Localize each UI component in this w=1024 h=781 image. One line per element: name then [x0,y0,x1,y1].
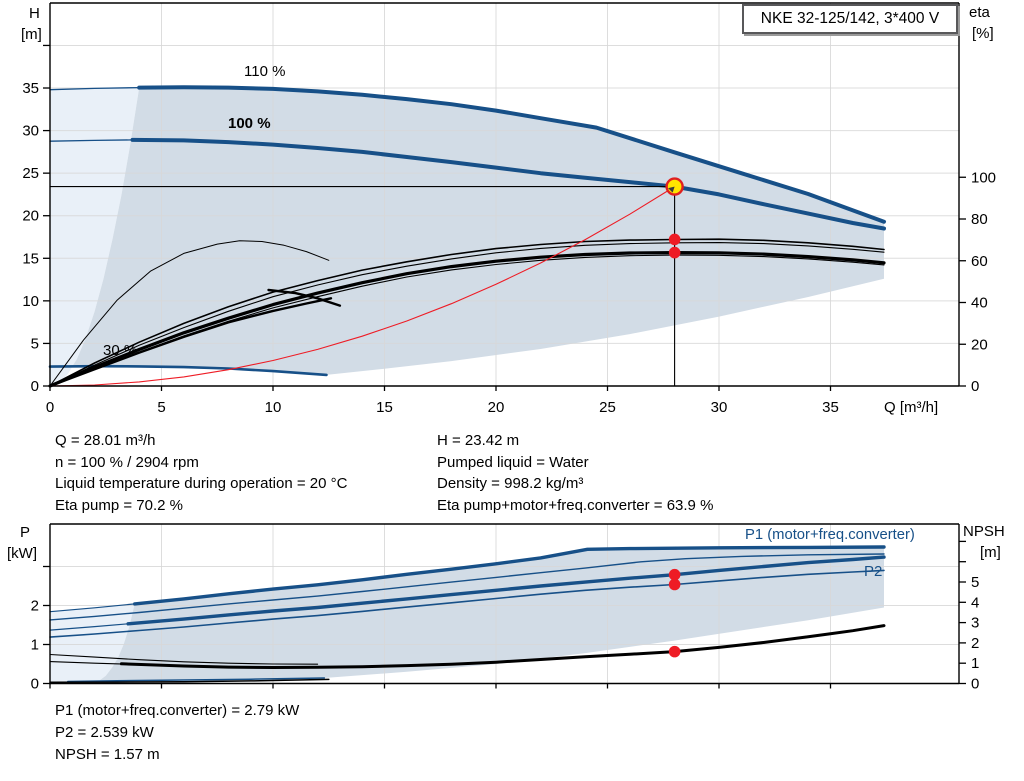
series-eta-reduced-tail [267,288,342,307]
tick-label: 2 [971,635,979,652]
series-p1-110 [133,545,886,606]
tick-label: 25 [22,165,39,182]
p-axis-unit: [kW] [7,545,37,562]
series-eta-reduced-thin [49,240,330,387]
pump-title-box: NKE 32-125/142, 3*400 V [742,4,958,34]
tick-label: 20 [971,336,988,353]
series-npsh [119,624,886,669]
tick-label: 30 [22,123,39,140]
series-p2-100 [49,569,885,638]
series-eta-pump [49,238,885,387]
series-system-curve [49,186,676,387]
series-p1-110-pre [49,603,136,613]
tick-label: 10 [22,293,39,310]
speed-110-label: 110 % [244,63,286,80]
speed-100-label: 100 % [228,115,271,132]
p1-curve-label: P1 (motor+freq.converter) [745,527,915,543]
series-p2-110 [49,553,885,621]
condition-speed: n = 100 % / 2904 rpm [55,454,199,471]
h-axis-label: H [29,5,40,22]
series-curve-100 [130,137,886,231]
tick-label: 40 [971,295,988,312]
npsh-point [668,645,681,658]
tick-label: 3 [971,615,979,632]
p2-curve-label: P2 [864,563,883,580]
result-p1: P1 (motor+freq.converter) = 2.79 kW [55,702,300,719]
condition-liquid: Pumped liquid = Water [437,454,589,471]
tick-label: 1 [31,637,39,654]
tick-label: 10 [265,399,282,416]
tick-label: 0 [31,676,39,693]
tick-label: 1 [971,655,979,672]
q-axis-label: Q [m³/h] [884,399,939,416]
series-npsh-pre-a [49,653,319,665]
condition-head: H = 23.42 m [437,432,520,449]
region-low-flow-band [50,87,140,386]
tick-label: 35 [22,80,39,97]
eta-axis-label: eta [969,4,990,21]
h-axis-unit: [m] [21,26,42,43]
speed-30-label: 30 % [103,342,138,359]
tick-label: 35 [822,399,839,416]
series-curve-100-pre [49,139,134,142]
series-p-30 [67,677,326,683]
tick-label: 15 [376,399,393,416]
tick-label: 5 [31,335,39,352]
condition-density: Density = 998.2 kg/m³ [437,475,584,492]
p-axis-label: P [20,524,31,541]
eta-axis-unit: [%] [972,25,994,42]
series-npsh-pre-b [49,661,129,665]
tick-label: 60 [971,253,988,270]
tick-label: 20 [22,208,39,225]
result-p2: P2 = 2.539 kW [55,724,154,741]
tick-label: 25 [599,399,616,416]
series-eta-reduced-a [48,297,333,388]
tick-label: 100 [971,169,996,186]
eta-total-point [668,246,681,259]
tick-label: 0 [46,399,54,416]
tick-label: 2 [31,598,39,615]
series-eta-pump-b [49,242,885,387]
tick-label: 0 [971,676,979,693]
tick-label: 5 [157,399,165,416]
region-operating-envelope [99,547,885,681]
series-p1-100 [126,555,886,626]
condition-temperature: Liquid temperature during operation = 20… [55,475,348,492]
duty-point-notch [668,186,675,193]
tick-label: 15 [22,250,39,267]
tick-label: 20 [488,399,505,416]
eta-pump-point [668,233,681,246]
condition-eta-total: Eta pump+motor+freq.converter = 63.9 % [437,497,714,514]
series-npsh-30 [49,678,330,684]
series-p1-100-pre [49,623,129,631]
series-eta-total [48,251,886,388]
condition-eta-pump: Eta pump = 70.2 % [55,497,183,514]
tick-label: 0 [971,378,979,395]
tick-label: 0 [31,378,39,395]
tick-label: 5 [971,574,979,591]
npsh-axis-label: NPSH [963,523,1005,540]
condition-flow: Q = 28.01 m³/h [55,432,156,449]
tick-label: 4 [971,594,979,611]
result-npsh: NPSH = 1.57 m [55,746,160,763]
tick-label: 80 [971,211,988,228]
p1-point [668,568,681,581]
npsh-axis-unit: [m] [980,544,1001,561]
series-curve-110-pre [49,86,140,91]
series-curve-110 [137,85,886,224]
p2-point [668,578,681,591]
tick-label: 30 [711,399,728,416]
